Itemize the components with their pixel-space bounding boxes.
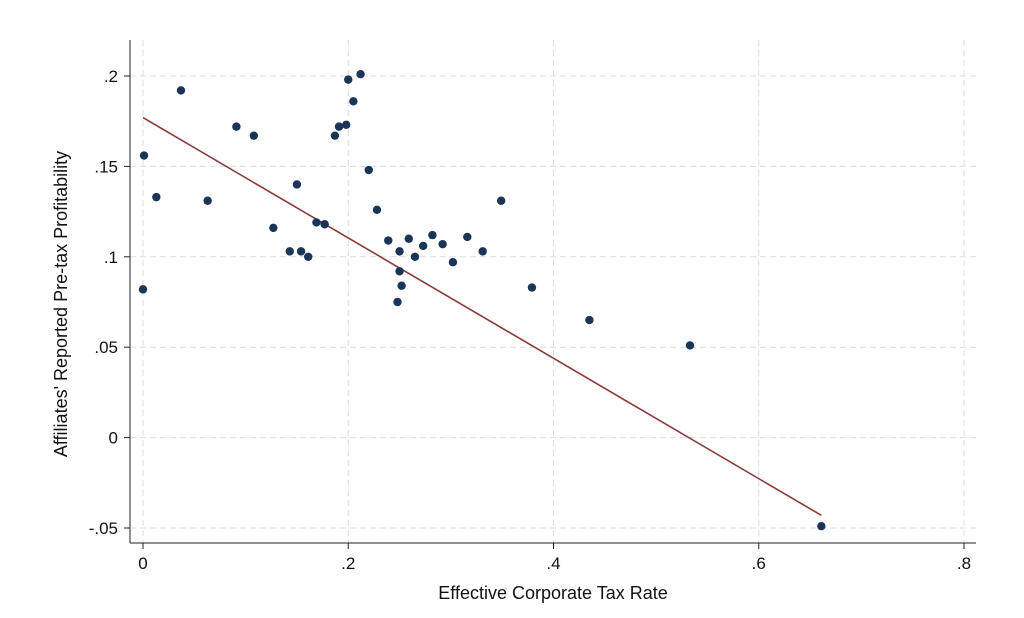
data-point	[438, 239, 447, 249]
data-point	[176, 86, 186, 95]
data-point	[139, 151, 149, 160]
data-point	[685, 341, 695, 350]
y-tick-label: -.05	[89, 519, 118, 538]
data-point	[285, 247, 294, 256]
data-point	[384, 236, 393, 245]
data-point	[463, 232, 472, 242]
data-point	[152, 192, 161, 202]
y-tick-label: .1	[104, 248, 118, 267]
data-point	[341, 120, 351, 130]
data-point	[448, 258, 458, 267]
scatter-points	[138, 69, 826, 531]
data-point	[203, 196, 212, 205]
data-point	[527, 283, 537, 292]
data-point	[349, 97, 358, 106]
y-ticks: -.05 0 .05 .1 .15 .2	[89, 67, 130, 538]
x-tick-label: .8	[957, 554, 971, 573]
data-point	[330, 131, 340, 140]
data-point	[249, 131, 259, 140]
data-point	[304, 252, 313, 261]
y-tick-label: .15	[94, 157, 118, 176]
data-point	[372, 205, 382, 214]
data-point	[395, 247, 404, 256]
y-tick-label: .05	[94, 338, 118, 357]
data-point	[393, 297, 402, 307]
data-point	[585, 315, 594, 325]
data-point	[320, 220, 329, 229]
data-point	[344, 75, 353, 84]
data-point	[428, 230, 437, 240]
data-point	[364, 165, 373, 175]
data-point	[404, 234, 413, 243]
data-point	[296, 247, 306, 256]
data-point	[418, 241, 428, 251]
data-point	[397, 281, 406, 290]
fitted-line	[142, 116, 822, 517]
y-axis-title: Affiliates' Reported Pre-tax Profitabili…	[51, 151, 71, 457]
data-point	[395, 267, 404, 276]
x-tick-label: .4	[546, 554, 560, 573]
data-point	[356, 69, 365, 79]
fitted-line-layer	[142, 116, 822, 517]
data-point	[269, 223, 278, 233]
x-tick-label: .2	[341, 554, 355, 573]
data-point	[817, 521, 826, 531]
x-ticks: 0 .2 .4 .6 .8	[138, 543, 971, 573]
x-tick-label: .6	[752, 554, 766, 573]
y-tick-label: .2	[104, 67, 118, 86]
data-point	[312, 218, 321, 227]
x-axis-title: Effective Corporate Tax Rate	[438, 583, 667, 603]
gridlines	[130, 40, 976, 543]
data-point	[138, 285, 148, 294]
data-point	[292, 180, 302, 189]
data-point	[232, 122, 241, 131]
y-tick-label: 0	[109, 429, 118, 448]
data-point	[334, 122, 344, 131]
x-tick-label: 0	[138, 554, 147, 573]
data-point	[410, 252, 420, 261]
data-point	[478, 247, 487, 256]
data-point	[496, 196, 506, 205]
